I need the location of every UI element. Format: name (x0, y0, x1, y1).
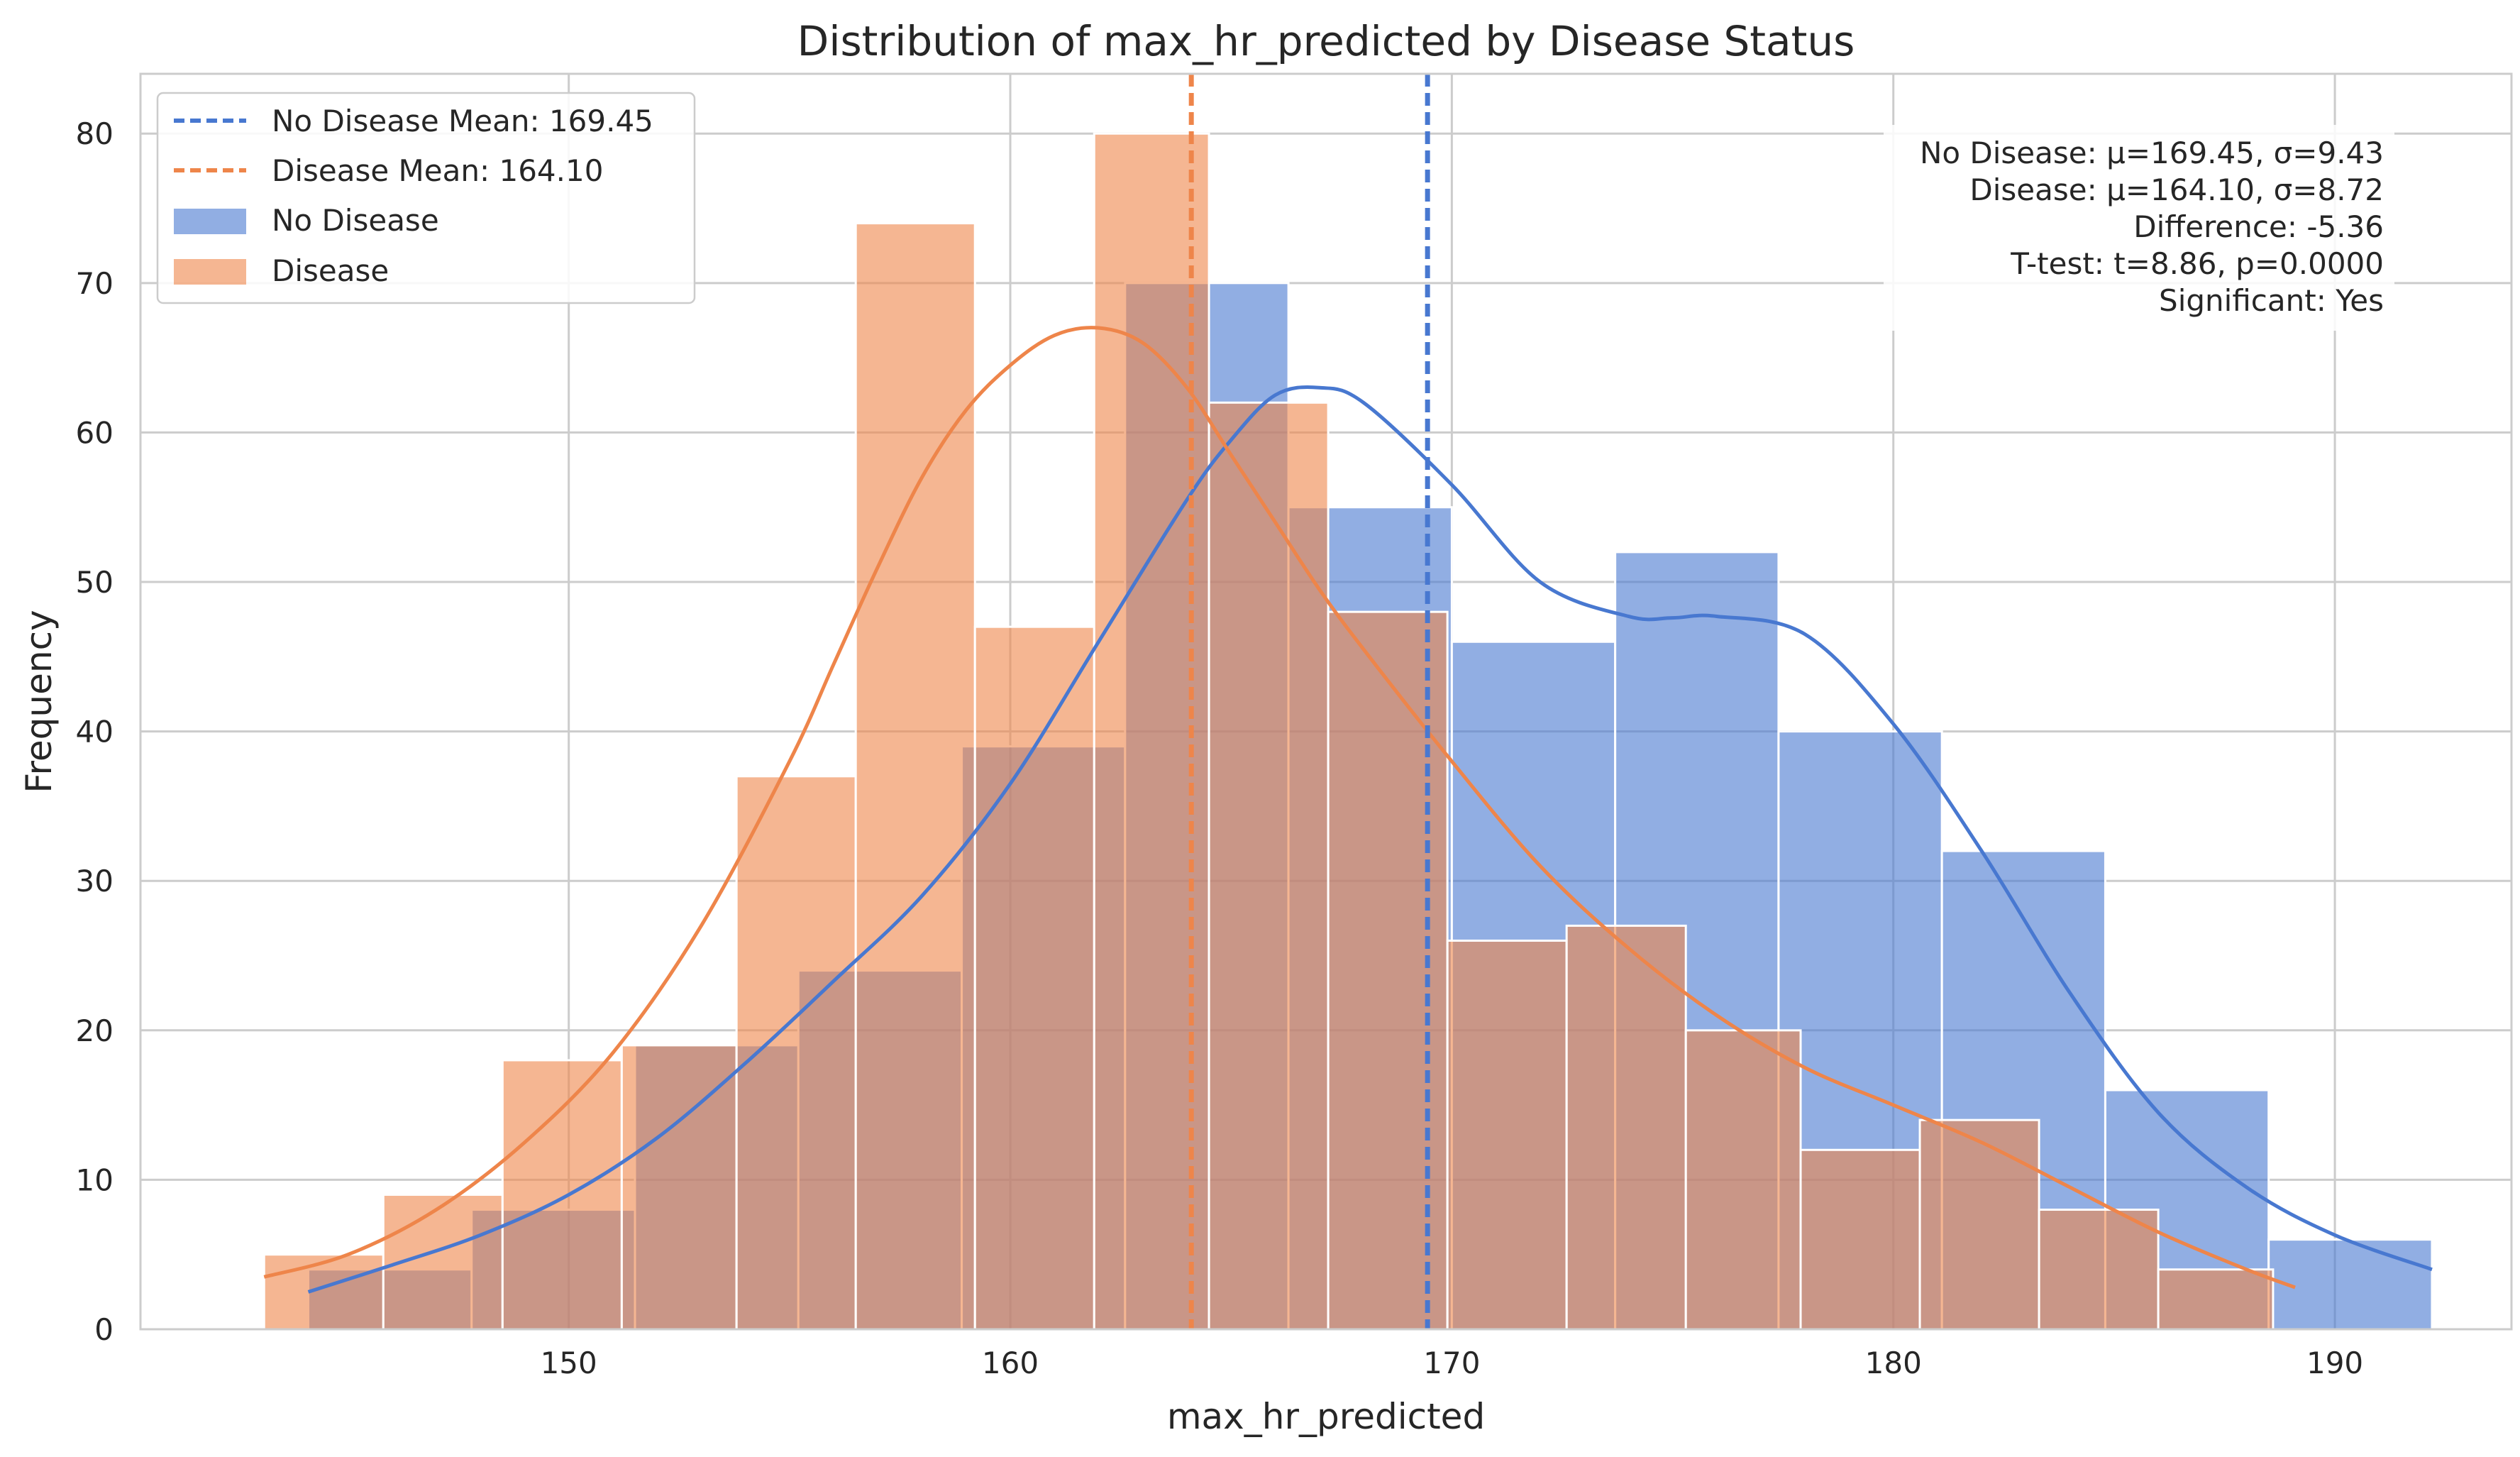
x-tick-label: 160 (982, 1346, 1039, 1380)
disease-bar (262, 1253, 385, 1331)
legend-label-disease-mean: Disease Mean: 164.10 (272, 153, 603, 188)
stats-line-difference: Difference: -5.36 (2133, 209, 2384, 244)
y-tick-label: 60 (76, 415, 114, 450)
legend-label-no-disease-mean: No Disease Mean: 169.45 (272, 104, 653, 138)
disease-bar (1446, 939, 1568, 1331)
disease-bar (1565, 924, 1687, 1331)
disease-bars (262, 132, 2275, 1331)
x-axis-label: max_hr_predicted (1167, 1396, 1485, 1437)
statistics-box: No Disease: μ=169.45, σ=9.43 Disease: μ=… (1884, 125, 2394, 331)
disease-bar (1327, 610, 1449, 1331)
disease-bar (854, 222, 976, 1331)
legend: No Disease Mean: 169.45 Disease Mean: 16… (156, 92, 696, 304)
no-disease-bar (2267, 1238, 2433, 1331)
disease-bar (1918, 1118, 2040, 1331)
legend-label-no-disease: No Disease (272, 203, 439, 238)
y-tick-label: 80 (76, 116, 114, 151)
disease-bar (1208, 401, 1330, 1331)
disease-bar (2038, 1209, 2160, 1331)
y-axis-label: Frequency (18, 610, 60, 793)
disease-bar (501, 1059, 623, 1331)
stats-line-disease: Disease: μ=164.10, σ=8.72 (1969, 172, 2384, 207)
y-tick-label: 30 (76, 864, 114, 898)
y-tick-label: 50 (76, 565, 114, 600)
x-tick-label: 190 (2306, 1346, 2363, 1380)
legend-swatch-disease (174, 259, 246, 285)
y-tick-label: 10 (76, 1162, 114, 1197)
no-disease-kde-line (307, 385, 2433, 1294)
x-tick-label: 150 (541, 1346, 597, 1380)
stats-line-no-disease: No Disease: μ=169.45, σ=9.43 (1920, 136, 2384, 170)
disease-bar (1684, 1029, 1802, 1331)
legend-swatch-no-disease (174, 209, 246, 234)
plot-frame (139, 72, 2513, 1331)
stats-line-significant: Significant: Yes (2159, 283, 2384, 318)
disease-bar (1799, 1148, 1921, 1331)
disease-bar (2157, 1268, 2275, 1331)
disease-bar (620, 1044, 738, 1331)
legend-box (156, 92, 696, 304)
x-tick-label: 170 (1423, 1346, 1480, 1380)
y-tick-label: 40 (76, 715, 114, 749)
mean-lines (1188, 74, 1430, 1329)
disease-bar (973, 625, 1095, 1331)
statistics-box-background (1884, 125, 2394, 331)
y-tick-label: 0 (94, 1312, 114, 1347)
axis-ticks: 150 160 170 180 190 0 10 20 30 40 50 60 70 80 (76, 116, 2364, 1380)
y-tick-label: 70 (76, 266, 114, 301)
chart-title: Distribution of max_hr_predicted by Dise… (797, 17, 1855, 65)
x-tick-label: 180 (1865, 1346, 1922, 1380)
legend-label-disease: Disease (272, 253, 389, 288)
y-tick-label: 20 (76, 1013, 114, 1048)
stats-line-ttest: T-test: t=8.86, p=0.0000 (2010, 246, 2384, 281)
